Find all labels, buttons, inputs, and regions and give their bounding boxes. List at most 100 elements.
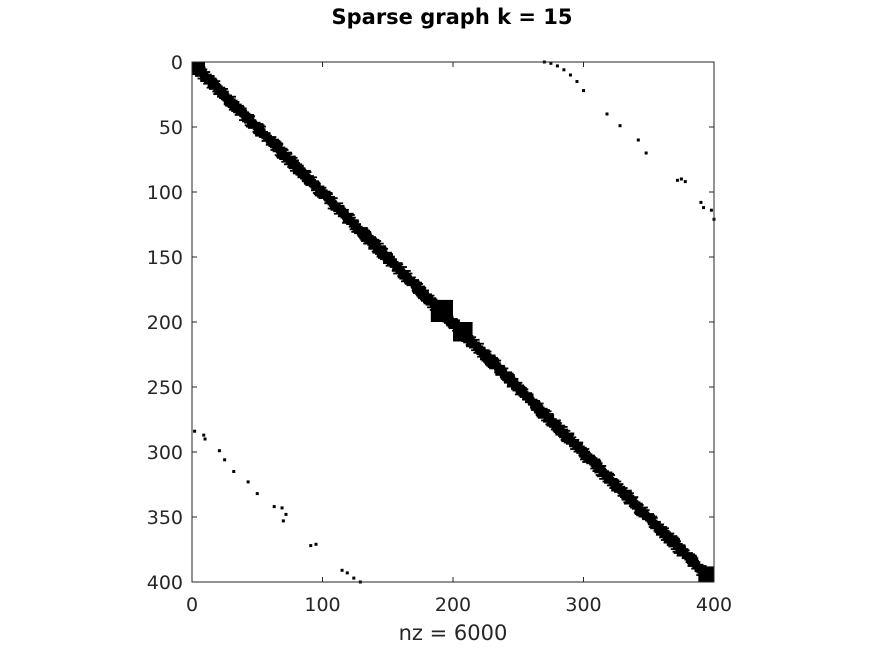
diagonal-band-mark bbox=[229, 107, 247, 110]
diagonal-band-mark bbox=[404, 283, 424, 285]
diagonal-band-mark bbox=[633, 511, 650, 514]
diagonal-band-mark bbox=[654, 531, 671, 534]
diagonal-band-mark bbox=[361, 240, 382, 242]
diagonal-band-mark bbox=[367, 244, 381, 246]
diagonal-band-mark bbox=[330, 208, 349, 211]
nonzero-point bbox=[683, 180, 687, 184]
diagonal-band-mark bbox=[368, 247, 389, 250]
nonzero-point bbox=[232, 470, 236, 473]
diagonal-band-mark bbox=[619, 496, 639, 499]
diagonal-band-mark bbox=[254, 133, 271, 136]
diagonal-band-mark bbox=[474, 350, 492, 353]
diagonal-band-mark bbox=[300, 177, 315, 180]
diagonal-band-mark bbox=[480, 357, 499, 359]
diagonal-band-mark bbox=[238, 119, 257, 122]
diagonal-band-mark bbox=[336, 211, 349, 214]
diagonal-band-mark bbox=[506, 385, 526, 388]
diagonal-band-mark bbox=[559, 436, 577, 439]
diagonal-band-mark bbox=[214, 91, 229, 94]
diagonal-band-mark bbox=[659, 535, 678, 538]
diagonal-band-mark bbox=[578, 453, 593, 456]
nonzero-point bbox=[605, 112, 609, 116]
diagonal-band-mark bbox=[418, 297, 437, 300]
diagonal-band-mark bbox=[656, 532, 675, 535]
diagonal-band-mark bbox=[630, 506, 648, 509]
diagonal-band-mark bbox=[642, 518, 656, 521]
nonzero-point bbox=[284, 512, 288, 516]
nonzero-point bbox=[314, 542, 318, 546]
diagonal-band-mark bbox=[634, 513, 654, 515]
diagonal-band-mark bbox=[486, 364, 505, 367]
diagonal-band-mark bbox=[200, 78, 218, 81]
diagonal-band-mark bbox=[502, 379, 518, 382]
y-tick-label: 250 bbox=[147, 377, 183, 399]
diagonal-band-mark bbox=[274, 154, 291, 157]
diagonal-band-mark bbox=[634, 509, 650, 512]
diagonal-band-mark bbox=[495, 372, 514, 375]
diagonal-band-mark bbox=[241, 117, 255, 120]
diagonal-band-mark bbox=[522, 397, 535, 400]
diagonal-band-mark bbox=[569, 445, 585, 448]
diagonal-band-mark bbox=[535, 413, 554, 415]
diagonal-band-mark bbox=[276, 153, 293, 155]
diagonal-band-mark bbox=[197, 77, 217, 80]
diagonal-band-mark bbox=[234, 114, 255, 116]
diagonal-band-mark bbox=[685, 561, 701, 564]
diagonal-band-mark bbox=[555, 433, 575, 436]
diagonal-band-mark bbox=[604, 481, 620, 484]
diagonal-band-mark bbox=[194, 75, 215, 77]
diagonal-band-mark bbox=[325, 201, 338, 203]
diagonal-band-mark bbox=[641, 517, 658, 519]
diagonal-band-mark bbox=[200, 76, 215, 79]
diagonal-band-mark bbox=[629, 504, 644, 506]
diagonal-band-mark bbox=[200, 80, 221, 83]
diagonal-band-mark bbox=[340, 216, 356, 219]
diagonal-band-mark bbox=[223, 102, 240, 105]
diagonal-band-mark bbox=[553, 431, 569, 434]
nonzero-point bbox=[636, 138, 640, 142]
diagonal-band-mark bbox=[611, 489, 632, 492]
diagonal-band-mark bbox=[541, 419, 561, 422]
diagonal-band-mark bbox=[560, 439, 580, 441]
diagonal-band-mark bbox=[608, 483, 624, 486]
diagonal-band-mark bbox=[530, 406, 545, 409]
diagonal-band-mark bbox=[252, 130, 268, 133]
diagonal-band-mark bbox=[527, 402, 544, 405]
diagonal-band-mark bbox=[391, 268, 406, 271]
diagonal-band-mark bbox=[483, 361, 500, 363]
y-tick-label: 50 bbox=[159, 117, 183, 139]
diagonal-band-mark bbox=[266, 142, 284, 145]
diagonal-band-mark bbox=[471, 349, 490, 352]
diagonal-band-mark bbox=[233, 111, 249, 114]
diagonal-band-mark bbox=[314, 194, 331, 197]
diagonal-band-mark bbox=[511, 387, 527, 389]
diagonal-band-mark bbox=[684, 558, 699, 561]
diagonal-band-mark bbox=[514, 393, 534, 396]
diagonal-band-mark bbox=[609, 487, 628, 489]
diagonal-band-mark bbox=[663, 541, 681, 544]
diagonal-band-mark bbox=[672, 546, 686, 549]
diagonal-band-mark bbox=[621, 497, 638, 500]
nonzero-point bbox=[281, 519, 285, 523]
nonzero-point bbox=[255, 492, 259, 496]
diagonal-band-mark bbox=[358, 236, 377, 239]
diagonal-band-mark bbox=[253, 132, 271, 135]
diagonal-band-mark bbox=[386, 263, 404, 266]
diagonal-band-mark bbox=[208, 88, 228, 90]
diagonal-band-mark bbox=[285, 162, 301, 164]
diagonal-band-mark bbox=[406, 284, 422, 287]
diagonal-band-mark bbox=[419, 298, 438, 301]
diagonal-band-mark bbox=[611, 488, 627, 491]
diagonal-band-mark bbox=[686, 562, 701, 565]
nonzero-point bbox=[699, 200, 703, 204]
diagonal-band-mark bbox=[628, 505, 643, 508]
diagonal-band-mark bbox=[412, 288, 426, 291]
diagonal-band-mark bbox=[342, 221, 359, 224]
nonzero-point bbox=[562, 68, 566, 72]
diagonal-band-mark bbox=[511, 388, 529, 391]
diagonal-band-mark bbox=[473, 351, 491, 354]
diagonal-band-mark bbox=[240, 116, 255, 119]
diagonal-band-mark bbox=[487, 366, 506, 369]
diagonal-band-mark bbox=[225, 104, 244, 107]
diagonal-band-mark bbox=[579, 455, 596, 458]
